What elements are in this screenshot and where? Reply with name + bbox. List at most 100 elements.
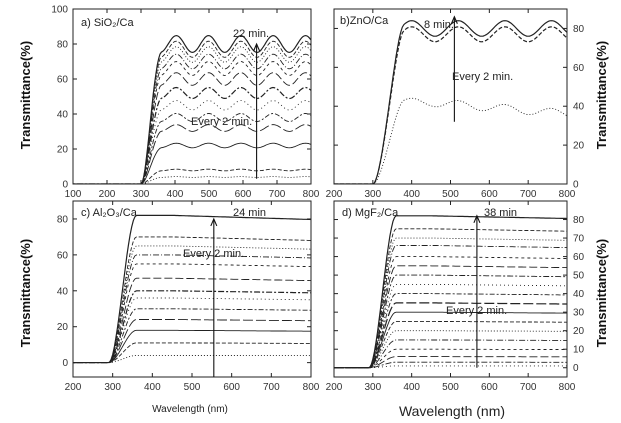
y-tick-label: 80 (573, 215, 585, 226)
x-tick-label: 800 (303, 382, 320, 393)
x-tick-label: 400 (403, 382, 420, 393)
arrow-head (210, 217, 218, 227)
x-tick-label: 200 (326, 189, 343, 200)
series-line (334, 97, 567, 184)
series-line (73, 342, 311, 364)
panel-label: d) MgF₂/Ca (342, 207, 399, 219)
plot-frame (72, 8, 312, 185)
x-tick-label: 800 (303, 189, 320, 200)
y-tick-label: 60 (57, 250, 69, 261)
x-tick-label: 300 (104, 382, 121, 393)
series-line (334, 348, 567, 369)
series-group (73, 214, 311, 364)
x-tick-label: 200 (326, 382, 343, 393)
y-tick-label: 60 (573, 63, 585, 74)
series-line (73, 329, 311, 364)
time-annotation: 24 min (233, 207, 266, 219)
series-line (334, 215, 567, 369)
arrow-head (450, 15, 458, 24)
x-tick-label: 400 (144, 382, 161, 393)
y-tick-label: 20 (573, 141, 585, 152)
series-line (73, 168, 311, 184)
series-line (73, 100, 311, 184)
x-tick-label: 300 (133, 189, 150, 200)
step-annotation: Every 2 min. (191, 116, 252, 128)
series-line (334, 20, 567, 184)
x-tick-label: 800 (559, 382, 576, 393)
series-line (334, 320, 567, 369)
x-tick-label: 700 (269, 189, 286, 200)
series-line (334, 330, 567, 369)
series-line (73, 277, 311, 364)
x-tick-label: 700 (520, 382, 537, 393)
series-line (334, 283, 567, 369)
step-annotation: Every 2 min. (452, 71, 513, 83)
series-line (73, 34, 311, 184)
x-tick-label: 600 (481, 189, 498, 200)
time-annotation: 8 min. (424, 19, 454, 31)
x-tick-label: 100 (65, 189, 82, 200)
panel-label: a) SiO₂/Ca (81, 17, 134, 29)
series-line (73, 176, 311, 184)
series-line (334, 356, 567, 369)
y-tick-label: 50 (573, 271, 585, 282)
y-tick-label: 60 (57, 75, 69, 86)
series-line (334, 339, 567, 369)
arrow-head (473, 214, 481, 224)
series-line (73, 254, 311, 364)
y-tick-label: 80 (573, 24, 585, 35)
series-line (73, 308, 311, 364)
series-line (73, 354, 311, 364)
y-tick-label: 70 (573, 234, 585, 245)
series-group (73, 34, 311, 184)
series-line (73, 290, 311, 364)
x-tick-label: 700 (263, 382, 280, 393)
y-tick-label: 40 (573, 102, 585, 113)
xlabel-left: Wavelength (nm) (152, 404, 228, 415)
x-tick-label: 300 (364, 382, 381, 393)
y-tick-label: 40 (57, 110, 69, 121)
series-line (73, 142, 311, 184)
series-line (73, 72, 311, 184)
time-annotation: 22 min. (233, 28, 269, 40)
x-tick-label: 600 (223, 382, 240, 393)
y-tick-label: 20 (573, 326, 585, 337)
x-tick-label: 700 (520, 189, 537, 200)
y-tick-label: 40 (57, 286, 69, 297)
xlabel-right: Wavelength (nm) (399, 403, 505, 419)
step-annotation: Every 2 min. (183, 248, 244, 260)
ylabel-top-right: Transmittance(%) (594, 41, 609, 149)
series-line (73, 263, 311, 364)
x-tick-label: 400 (167, 189, 184, 200)
y-tick-label: 40 (573, 289, 585, 300)
x-tick-label: 800 (559, 189, 576, 200)
x-tick-label: 500 (201, 189, 218, 200)
y-tick-label: 30 (573, 308, 585, 319)
ylabel-bottom-right: Transmittance(%) (594, 239, 609, 347)
panel-label: c) Al₂O₃/Ca (81, 207, 138, 219)
y-tick-label: 80 (57, 214, 69, 225)
y-tick-label: 80 (57, 40, 69, 51)
series-line (73, 214, 311, 364)
plot-frame (333, 200, 568, 378)
series-line (73, 40, 311, 184)
series-line (73, 319, 311, 364)
x-tick-label: 300 (364, 189, 381, 200)
x-tick-label: 200 (99, 189, 116, 200)
step-annotation: Every 2 min. (446, 305, 507, 317)
y-tick-label: 0 (573, 363, 579, 374)
series-line (334, 365, 567, 369)
ylabel-bottom-left: Transmittance(%) (18, 239, 33, 347)
y-tick-label: 100 (51, 5, 68, 16)
arrow-head (253, 42, 261, 52)
panel-d-mgf2: 200 300 400 500 600 700 800 0 10 20 30 40 50 60 70 80 d)… (326, 200, 585, 393)
ylabel-top-left: Transmittance(%) (18, 41, 33, 149)
panel-c-al2o3: 200 300 400 500 600 700 800 0 20 40 60 80 c) Al₂O₃/C… (57, 200, 320, 393)
y-tick-label: 0 (62, 180, 68, 191)
series-line (73, 86, 311, 184)
y-tick-label: 20 (57, 322, 69, 333)
series-line (73, 113, 311, 184)
x-tick-label: 600 (481, 382, 498, 393)
series-line (334, 228, 567, 369)
x-tick-label: 200 (65, 382, 82, 393)
